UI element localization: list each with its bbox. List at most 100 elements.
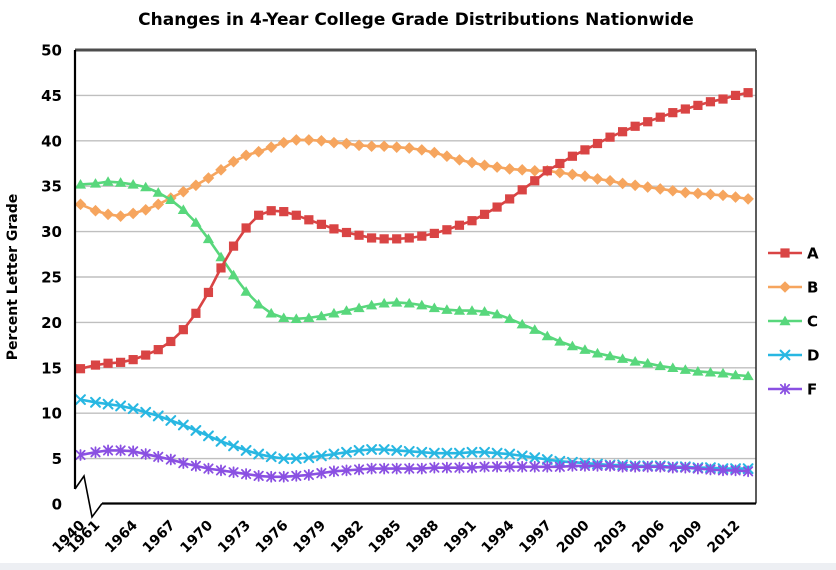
series-F-marker	[529, 460, 540, 473]
x-axis-break	[74, 473, 103, 519]
series-C-marker	[227, 269, 240, 280]
series-F-marker	[554, 460, 565, 473]
series-C-marker	[704, 366, 717, 377]
series-A-marker	[530, 176, 540, 186]
series-C-marker	[165, 194, 177, 205]
series-A-marker	[643, 117, 653, 127]
series-F-marker	[316, 467, 327, 480]
series-A-marker	[241, 223, 251, 233]
series-A-marker	[404, 233, 414, 243]
series-F-marker	[391, 462, 402, 475]
series-C-marker	[604, 350, 616, 361]
series-A-marker	[668, 108, 678, 118]
series-F-marker	[215, 464, 227, 477]
series-B-marker	[654, 183, 667, 195]
x-tick-label: 1988	[403, 518, 442, 557]
series-D-marker	[441, 447, 453, 459]
series-B-marker	[227, 155, 240, 168]
series-C-marker	[265, 307, 277, 318]
series-D-marker	[529, 452, 541, 464]
series-C-marker	[654, 360, 666, 371]
series-A-marker	[203, 287, 214, 298]
series-A-marker	[266, 206, 276, 216]
legend-marker-D	[779, 349, 791, 361]
legend-item-B: B	[768, 279, 818, 297]
series-B-marker	[742, 193, 754, 205]
series-A-marker	[442, 225, 452, 235]
series-F-marker	[705, 463, 716, 476]
y-tick-label: 10	[41, 405, 62, 423]
series-F-marker	[743, 465, 754, 478]
series-B-marker	[252, 145, 265, 158]
series-F-marker	[466, 461, 478, 474]
series-F-marker	[592, 459, 603, 472]
series-B-marker	[579, 170, 591, 183]
series-D-marker	[127, 403, 139, 415]
series-B-marker	[466, 156, 478, 169]
legend-label-D: D	[807, 347, 819, 365]
series-C-marker	[428, 302, 440, 313]
series-A-marker	[417, 231, 427, 241]
series-A-marker	[128, 355, 138, 365]
series-C-marker	[202, 233, 215, 244]
series-C-marker	[315, 310, 327, 321]
series-A-marker	[505, 194, 515, 204]
series-B-marker	[491, 161, 503, 173]
series-C-marker	[742, 370, 754, 381]
series-A-marker	[655, 112, 665, 122]
series-B-marker	[729, 191, 742, 203]
series-A-marker	[90, 360, 101, 370]
x-tick-label: 1967	[140, 518, 179, 557]
series-B-marker	[152, 198, 165, 211]
window-bottom-edge	[0, 563, 836, 570]
chart-title: Changes in 4-Year College Grade Distribu…	[138, 10, 694, 30]
series-C-marker	[240, 286, 252, 296]
series-D-marker	[102, 398, 114, 410]
series-F-marker	[404, 462, 415, 475]
series-C-marker	[566, 340, 578, 351]
series-A-marker	[693, 100, 703, 110]
series-C-marker	[667, 362, 679, 372]
series-D-marker	[391, 444, 403, 456]
series-F-marker	[153, 450, 164, 463]
x-tick-label: 1985	[366, 518, 405, 557]
series-B-marker	[177, 185, 190, 198]
series-A-marker	[141, 350, 151, 360]
series-C-marker	[679, 364, 691, 374]
series-C-marker	[140, 181, 152, 192]
y-tick-label: 50	[41, 42, 62, 60]
x-tick-label: 2009	[667, 518, 706, 557]
y-tick-labels: 0 5 10 15 20 25 30 35 40 45 50	[41, 42, 62, 514]
series-B-marker	[403, 142, 416, 154]
series-A-marker	[605, 132, 615, 142]
series-A-marker	[166, 336, 176, 347]
legend-label-F: F	[807, 381, 817, 399]
series-A-marker	[467, 216, 477, 226]
series-F-marker	[504, 460, 515, 473]
series-D-marker	[115, 400, 127, 412]
series-C-marker	[554, 336, 566, 346]
series-C-marker	[516, 318, 528, 329]
series-B-marker	[516, 164, 528, 176]
legend-item-C: C	[768, 313, 818, 331]
series-A-marker	[705, 97, 716, 107]
series-C-marker	[74, 178, 87, 189]
series-A-marker	[392, 234, 402, 244]
series-B-marker	[591, 173, 604, 185]
series-A-marker	[517, 185, 527, 195]
series-A-marker	[454, 220, 465, 230]
series-F-marker	[655, 460, 666, 473]
series-A-marker	[329, 224, 339, 234]
x-tick-label: 1979	[290, 518, 329, 557]
series-F-marker	[680, 461, 691, 474]
series-C-marker	[416, 299, 428, 310]
series-B-marker	[190, 179, 202, 192]
series-B-marker	[303, 134, 315, 146]
series-B-marker	[453, 154, 466, 166]
series-D-marker	[479, 446, 490, 458]
series-B-marker	[566, 168, 579, 181]
series-D-marker	[152, 410, 164, 422]
